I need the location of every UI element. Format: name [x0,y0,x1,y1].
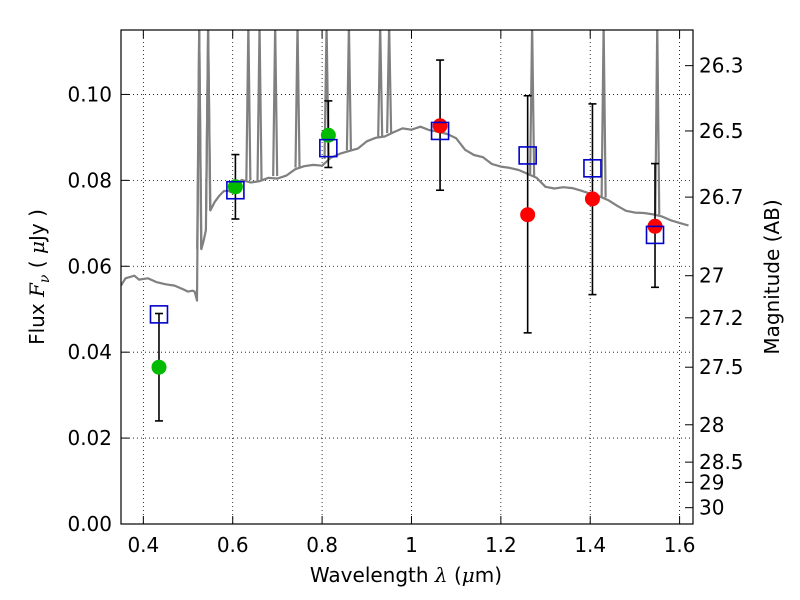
x-tick-label: 1 [405,533,418,557]
y-axis-title: Flux Fν ( μJy ) [25,209,53,345]
model-square-marker [430,121,450,141]
emission-spike [345,30,353,151]
emission-spike [196,30,203,250]
emission-spike [272,30,279,177]
y-tick-label: 0.06 [67,254,112,278]
green-data-point [320,127,336,143]
x-tick-label: 1.2 [485,533,517,557]
emission-spike [529,30,536,177]
right-tick-label: 28.5 [699,450,744,474]
green-data-point [151,359,167,375]
model-square-marker [226,180,245,200]
plot-frame [120,29,694,525]
right-tick-label: 26.5 [699,119,744,143]
model-square-marker [149,305,169,324]
right-tick-label: 26.7 [699,185,744,209]
x-tick-label: 0.8 [306,533,338,557]
red-data-point [432,118,448,134]
plot-area [121,30,689,422]
emission-spike [256,30,263,181]
model-square-marker [583,159,602,178]
right-tick-label: 29 [699,470,724,494]
y-tick-label: 0.08 [67,168,112,192]
x-tick-label: 0.6 [217,533,249,557]
emission-spike [654,30,661,215]
x-axis-title: Wavelength λ (μm) [310,563,502,587]
axis-ticks: 0.4 0.6 0.8 1 1.2 1.4 1.6 0.00 0.02 0.04 0.06 0.08 0… [67,30,744,557]
x-tick-label: 1.4 [574,533,606,557]
model-square-marker [645,225,665,245]
y-tick-label: 0.00 [67,512,112,536]
x-tick-label: 1.6 [664,533,696,557]
right-tick-label: 30 [699,496,724,520]
red-data-point [520,207,536,223]
y-tick-label: 0.02 [67,426,112,450]
x-tick-label: 0.4 [127,533,159,557]
red-data-point [584,191,600,207]
emission-spike [294,30,301,168]
model-square-marker [518,146,537,165]
emission-spike [600,30,607,198]
y-tick-label: 0.10 [67,82,112,106]
emission-spike [377,30,384,138]
right-axis-title: Magnitude (AB) [760,199,784,354]
right-tick-label: 28 [699,413,724,437]
right-tick-label: 26.3 [699,54,744,78]
model-square-marker [319,138,338,158]
emission-spike [386,30,393,134]
y-tick-label: 0.04 [67,340,112,364]
right-tick-label: 27.2 [699,306,744,330]
green-data-point [227,179,243,195]
emission-spike [245,30,252,181]
right-tick-label: 27 [699,264,724,288]
emission-spike [205,30,212,211]
right-tick-label: 27.5 [699,355,744,379]
